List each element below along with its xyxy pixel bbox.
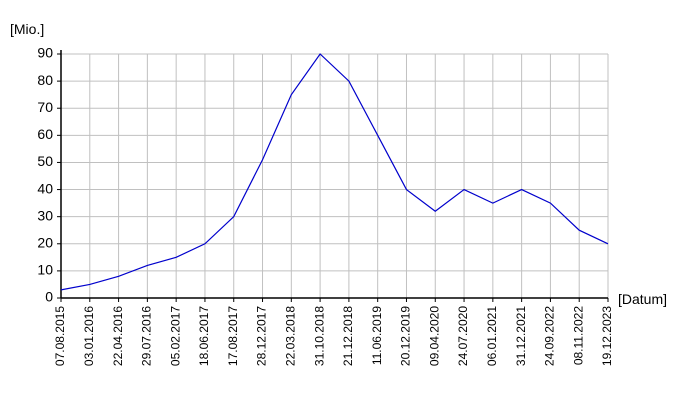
y-axis-label: [Mio.]	[10, 21, 44, 37]
x-tick-label: 31.10.2018	[312, 306, 326, 366]
x-tick-label: 05.02.2017	[168, 306, 182, 366]
y-tick-label: 30	[37, 207, 53, 223]
x-axis-label: [Datum]	[618, 291, 667, 307]
x-tick-label: 22.03.2018	[283, 306, 297, 366]
x-tick-label: 18.06.2017	[197, 306, 211, 366]
y-tick-label: 90	[37, 45, 53, 61]
y-tick-label: 80	[37, 72, 53, 88]
y-tick-label: 50	[37, 153, 53, 169]
x-tick-label: 20.12.2019	[399, 306, 413, 366]
x-tick-label: 19.12.2023	[600, 306, 614, 366]
y-tick-label: 40	[37, 180, 53, 196]
x-tick-label: 03.01.2016	[82, 306, 96, 366]
y-tick-label: 70	[37, 99, 53, 115]
x-tick-label: 11.06.2019	[370, 306, 384, 365]
y-tick-label: 60	[37, 126, 53, 142]
x-tick-label: 24.09.2022	[543, 306, 557, 366]
x-tick-label: 22.04.2016	[111, 306, 125, 366]
x-tick-label: 29.07.2016	[140, 306, 154, 366]
x-tick-label: 17.08.2017	[226, 306, 240, 366]
x-tick-label: 07.08.2015	[53, 306, 67, 366]
y-tick-label: 0	[45, 289, 53, 305]
x-tick-label: 06.01.2021	[485, 306, 499, 366]
line	[60, 53, 609, 291]
y-tick-label: 20	[37, 234, 53, 250]
x-tick-label: 21.12.2018	[341, 306, 355, 366]
y-tick-label: 10	[37, 262, 53, 278]
x-tick-label: 09.04.2020	[427, 306, 441, 366]
x-tick-label: 24.07.2020	[456, 306, 470, 366]
x-tick-label: 28.12.2017	[255, 306, 269, 366]
x-tick-label: 08.11.2022	[571, 306, 585, 365]
x-tick-label: 31.12.2021	[514, 306, 528, 366]
